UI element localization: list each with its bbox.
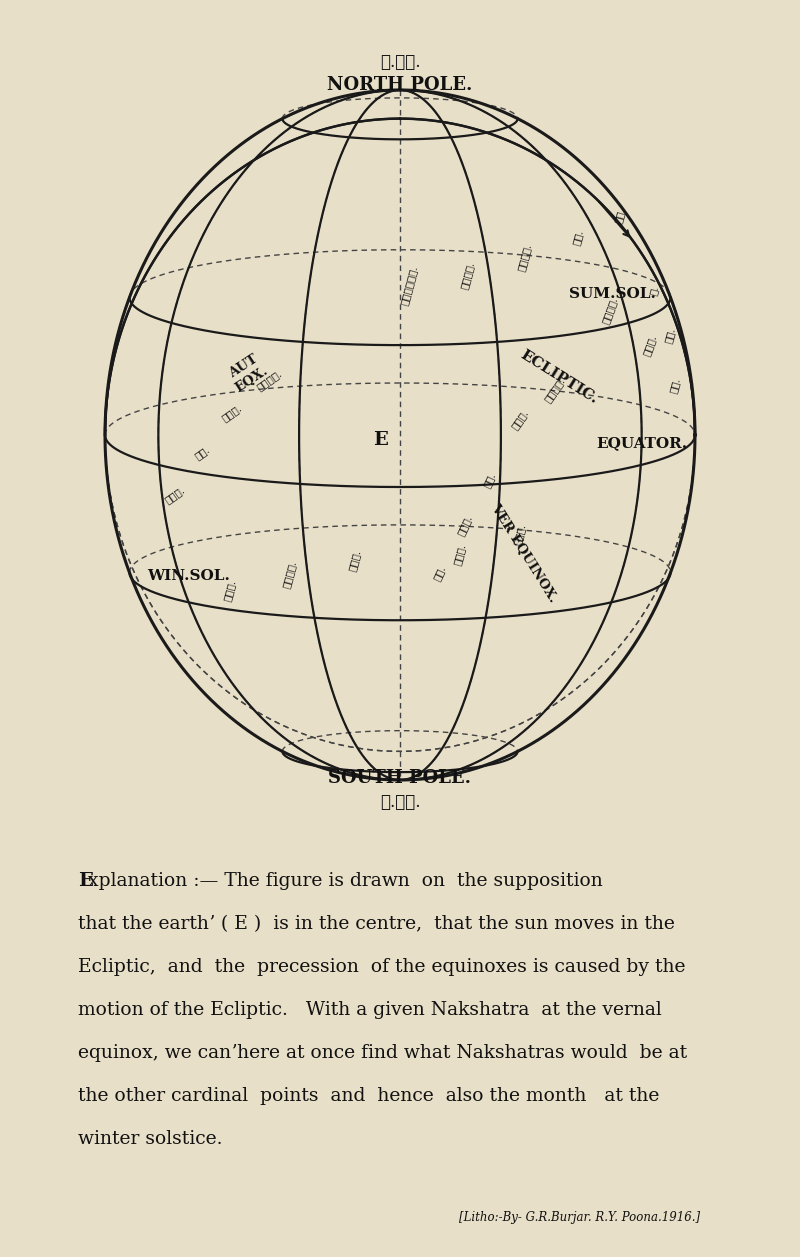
Text: NORTH POLE.: NORTH POLE. xyxy=(327,75,473,94)
Text: उत.: उत. xyxy=(572,229,584,246)
Text: चित्रा.: चित्रा. xyxy=(400,264,420,307)
Text: रेव.: रेव. xyxy=(163,485,186,505)
Text: अनु.: अनु. xyxy=(510,409,530,431)
Text: क.: क. xyxy=(650,284,661,295)
Text: मृ.: मृ. xyxy=(669,376,682,393)
Text: xplanation :— The figure is drawn  on  the supposition: xplanation :— The figure is drawn on the… xyxy=(88,872,602,890)
Text: EQUATOR.: EQUATOR. xyxy=(596,436,687,450)
Text: पूस.: पूस. xyxy=(453,543,467,567)
Text: हस्त.: हस्त. xyxy=(517,243,533,273)
Text: that the earthʼ ( E )  is in the centre,  that the sun moves in the: that the earthʼ ( E ) is in the centre, … xyxy=(78,915,675,933)
Text: भरण.: भरण. xyxy=(221,403,243,424)
Text: अभि.: अभि. xyxy=(223,578,237,602)
Text: मू.: मू. xyxy=(482,471,498,489)
Text: motion of the Ecliptic.   With a given Nakshatra  at the vernal: motion of the Ecliptic. With a given Nak… xyxy=(78,1001,662,1019)
Text: [Litho:-By- G.R.Burjar. R.Y. Poona.1916.]: [Litho:-By- G.R.Burjar. R.Y. Poona.1916.… xyxy=(459,1212,700,1224)
Text: उत.: उत. xyxy=(433,564,447,582)
Text: शत.: शत. xyxy=(193,445,211,461)
Text: AUT
EQX.: AUT EQX. xyxy=(225,351,271,395)
Text: स्वा.: स्वा. xyxy=(601,295,619,324)
Text: VER EQUINOX.: VER EQUINOX. xyxy=(488,502,559,605)
Text: उ.धु.: उ.धु. xyxy=(380,54,420,70)
Text: उत्.: उत्. xyxy=(513,523,527,547)
Text: E: E xyxy=(373,431,387,449)
Text: आश्ल.: आश्ल. xyxy=(256,368,284,392)
Text: the other cardinal  points  and  hence  also the month   at the: the other cardinal points and hence also… xyxy=(78,1087,659,1105)
Text: श्रव.: श्रव. xyxy=(282,559,298,590)
Text: मघा.: मघा. xyxy=(642,333,658,357)
Text: ECLIPTIC.: ECLIPTIC. xyxy=(518,347,601,406)
Text: विशा.: विशा. xyxy=(460,260,476,290)
Text: Ecliptic,  and  the  precession  of the equinoxes is caused by the: Ecliptic, and the precession of the equi… xyxy=(78,958,686,975)
Text: पू.: पू. xyxy=(614,206,626,224)
Text: रो.: रो. xyxy=(664,327,676,343)
Text: SUM.SOL.: SUM.SOL. xyxy=(569,288,655,302)
Text: equinox, we canʼhere at once find what Nakshatras would  be at: equinox, we canʼhere at once find what N… xyxy=(78,1045,687,1062)
Text: WIN.SOL.: WIN.SOL. xyxy=(147,568,230,582)
Text: धनि.: धनि. xyxy=(348,549,362,572)
Text: E: E xyxy=(78,872,93,890)
Text: SOUTH POLE.: SOUTH POLE. xyxy=(329,769,471,787)
Text: पूश.: पूश. xyxy=(456,513,474,537)
Text: द.धु.: द.धु. xyxy=(380,794,420,812)
Text: ज्ये.: ज्ये. xyxy=(543,376,566,405)
Text: winter solstice.: winter solstice. xyxy=(78,1130,222,1148)
